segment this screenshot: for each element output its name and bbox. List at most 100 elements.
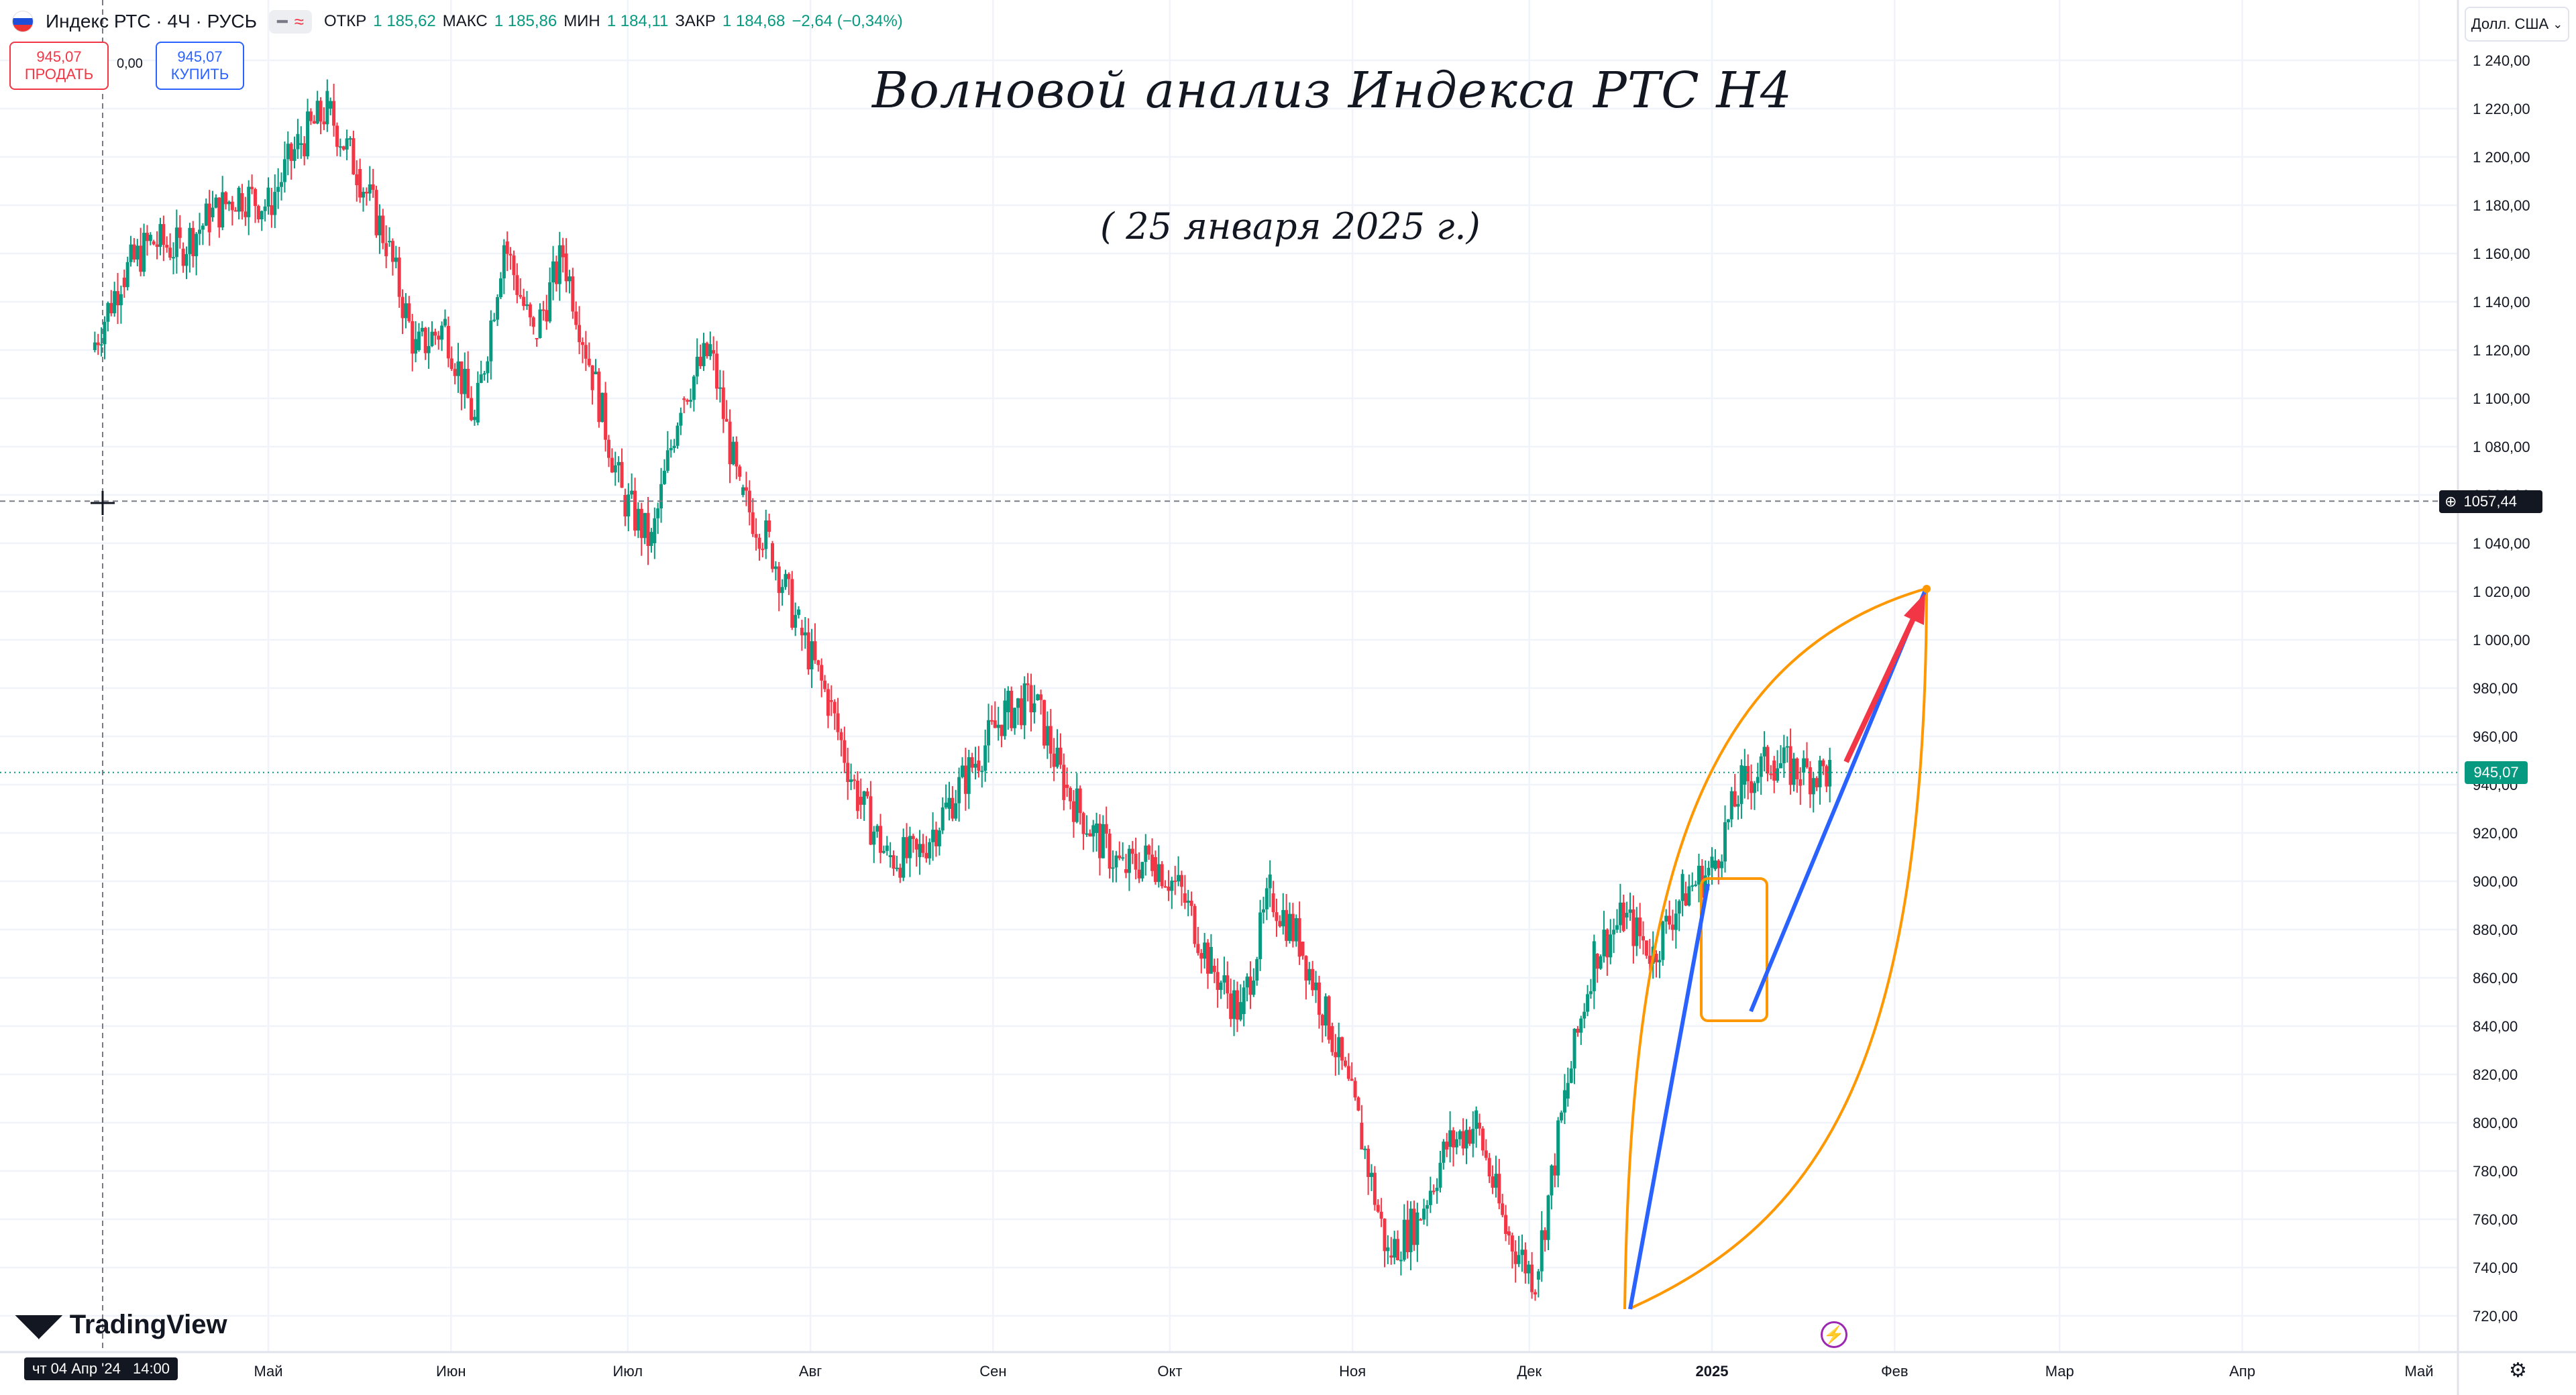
- symbol-name[interactable]: Индекс РТС · 4Ч · РУСЬ: [46, 11, 258, 32]
- lightning-icon[interactable]: ⚡: [1821, 1321, 1847, 1348]
- candle-body: [571, 276, 575, 312]
- candle-body: [557, 245, 561, 284]
- candle-body: [1026, 683, 1030, 685]
- candle-body: [1114, 855, 1118, 868]
- candle-body: [174, 227, 178, 258]
- candle-body: [561, 245, 565, 258]
- candle-body: [1478, 1123, 1482, 1129]
- ohlc-readout: ОТКР 1 185,62 МАКС 1 185,86 МИН 1 184,11…: [324, 12, 903, 31]
- candle-body: [136, 245, 140, 260]
- candle-body: [865, 791, 869, 797]
- candle-body: [106, 302, 110, 322]
- candle-body: [1097, 823, 1102, 858]
- candle-body: [1776, 768, 1780, 781]
- candle-body: [1471, 1129, 1475, 1144]
- target-arrow-shaft: [1843, 609, 1920, 763]
- tradingview-logo[interactable]: ◥◤ TradingView: [16, 1308, 227, 1342]
- candle-body: [1530, 1264, 1534, 1292]
- gear-icon[interactable]: ⚙: [2509, 1359, 2527, 1382]
- candle-body: [580, 342, 584, 345]
- candle-body: [1425, 1205, 1429, 1209]
- candle-body: [341, 146, 345, 150]
- sell-button[interactable]: 945,07 ПРОДАТЬ: [9, 42, 109, 90]
- candle-body: [1687, 886, 1691, 906]
- candle-body: [1520, 1249, 1524, 1256]
- candle-body: [1055, 747, 1059, 767]
- candle-body: [1075, 788, 1079, 822]
- candle-body: [1818, 760, 1822, 787]
- candle-body: [1448, 1130, 1452, 1147]
- buy-button[interactable]: 945,07 КУПИТЬ: [156, 42, 244, 90]
- candle-body: [535, 338, 539, 339]
- candle-body: [1108, 833, 1112, 869]
- candle-body: [319, 101, 323, 122]
- x-tick-label: Ноя: [1339, 1363, 1366, 1380]
- x-tick-label: Май: [254, 1363, 282, 1380]
- x-tick-label: Апр: [2229, 1363, 2255, 1380]
- candle-body: [970, 757, 974, 768]
- candle-body: [306, 111, 310, 157]
- candle-body: [931, 830, 935, 842]
- candle-body: [659, 484, 663, 509]
- candle-body: [158, 224, 162, 247]
- candle-body: [407, 303, 411, 321]
- candle-body: [1504, 1215, 1508, 1234]
- crosshair-date-tag: чт 04 Апр '24 14:00: [24, 1357, 178, 1380]
- candle-body: [757, 537, 761, 549]
- grid-lines: [0, 0, 2458, 1352]
- candle-body: [1317, 983, 1321, 1015]
- candle-body: [794, 614, 798, 628]
- last-price-tag: 945,07: [2465, 761, 2528, 784]
- candle-body: [1625, 913, 1629, 917]
- candle-body: [1006, 690, 1010, 712]
- brand-name: TradingView: [69, 1310, 227, 1339]
- candle-body: [989, 720, 994, 722]
- candle-body: [954, 803, 958, 819]
- candle-body: [1297, 918, 1301, 957]
- y-tick-label: 900,00: [2473, 873, 2518, 890]
- candle-body: [482, 373, 486, 375]
- candle-body: [1013, 708, 1017, 728]
- plus-circle-icon[interactable]: ⊕: [2445, 493, 2457, 510]
- candle-body: [1111, 867, 1115, 869]
- candle-body: [1150, 854, 1155, 871]
- candle-body: [1543, 1230, 1547, 1240]
- candle-body: [613, 465, 617, 473]
- candle-body: [427, 345, 431, 353]
- candle-body: [1271, 893, 1275, 913]
- candle-body: [937, 830, 941, 846]
- x-tick-label: Дек: [1517, 1363, 1542, 1380]
- candle-body: [414, 339, 418, 354]
- candle-body: [961, 765, 965, 777]
- candle-body: [443, 319, 447, 326]
- high-label: МАКС: [442, 12, 488, 30]
- wave-icon: ≈: [294, 11, 304, 32]
- candle-body: [270, 205, 274, 215]
- chevron-down-icon: ⌄: [2553, 17, 2563, 31]
- candle-body: [728, 421, 732, 465]
- change-value: −2,64 (−0,34%): [792, 12, 903, 30]
- y-tick-label: 980,00: [2473, 680, 2518, 697]
- symbol-header: Индекс РТС · 4Ч · РУСЬ ━ ≈ ОТКР 1 185,62…: [12, 7, 903, 36]
- y-tick-label: 1 180,00: [2473, 197, 2530, 214]
- candle-body: [1071, 801, 1075, 822]
- candle-body: [456, 361, 460, 376]
- close-label: ЗАКР: [675, 12, 716, 30]
- candle-body: [777, 566, 781, 594]
- candle-body: [712, 350, 716, 354]
- candle-body: [761, 549, 765, 551]
- candle-body: [188, 227, 192, 254]
- candle-body: [1438, 1162, 1442, 1188]
- candle-body: [813, 641, 817, 661]
- indicator-toggle[interactable]: ━ ≈: [269, 9, 312, 34]
- candle-body: [554, 261, 558, 284]
- currency-selector[interactable]: Долл. США ⌄: [2465, 7, 2569, 42]
- candle-body: [1036, 694, 1040, 700]
- candle-body: [204, 203, 208, 226]
- candle-body: [1045, 726, 1049, 746]
- candle-body: [1265, 888, 1269, 909]
- candle-body: [987, 720, 991, 746]
- candle-body: [1556, 1120, 1560, 1176]
- candle-body: [1697, 865, 1701, 885]
